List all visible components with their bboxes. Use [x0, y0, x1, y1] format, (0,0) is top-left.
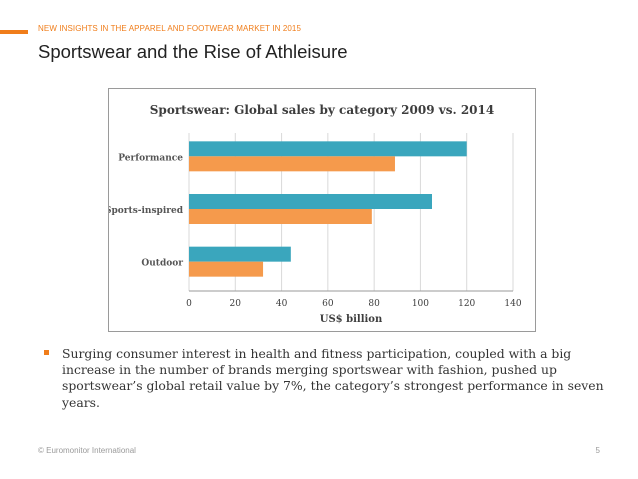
x-tick-label: 40 [276, 299, 288, 309]
bullet-list: Surging consumer interest in health and … [44, 346, 604, 411]
category-label: Sports-inspired [109, 206, 184, 216]
bar-outdoor-2014 [189, 246, 291, 262]
page-title: Sportswear and the Rise of Athleisure [38, 41, 348, 62]
bar-performance-2014 [189, 141, 467, 157]
x-tick-label: 80 [368, 299, 380, 309]
bar-sports-inspired-2014 [189, 194, 432, 209]
chart-frame: Sportswear: Global sales by category 200… [108, 88, 536, 332]
category-label: Outdoor [141, 259, 183, 269]
bar-chart: 0 20 40 60 80 100 120 140 US$ billion Performance… [109, 133, 522, 325]
bar-outdoor-2009 [189, 261, 264, 277]
bar-performance-2009 [189, 156, 395, 172]
category-label: Performance [118, 153, 183, 163]
x-tick-label: 0 [186, 299, 192, 309]
x-tick-label: 20 [230, 299, 242, 309]
footer-copyright: © Euromonitor International [38, 446, 136, 455]
bullet-text: Surging consumer interest in health and … [62, 346, 604, 410]
chart-title: Sportswear: Global sales by category 200… [149, 103, 495, 117]
page-number: 5 [595, 446, 600, 455]
x-tick-label: 140 [504, 299, 521, 309]
x-tick-label: 120 [458, 299, 475, 309]
eyebrow-heading: NEW INSIGHTS IN THE APPAREL AND FOOTWEAR… [38, 24, 302, 33]
x-tick-label: 60 [322, 299, 334, 309]
bar-sports-inspired-2009 [189, 209, 372, 224]
x-tick-label: 100 [412, 299, 429, 309]
accent-bar [0, 30, 28, 34]
x-axis-title: US$ billion [320, 314, 383, 325]
bullet-marker [44, 350, 49, 355]
